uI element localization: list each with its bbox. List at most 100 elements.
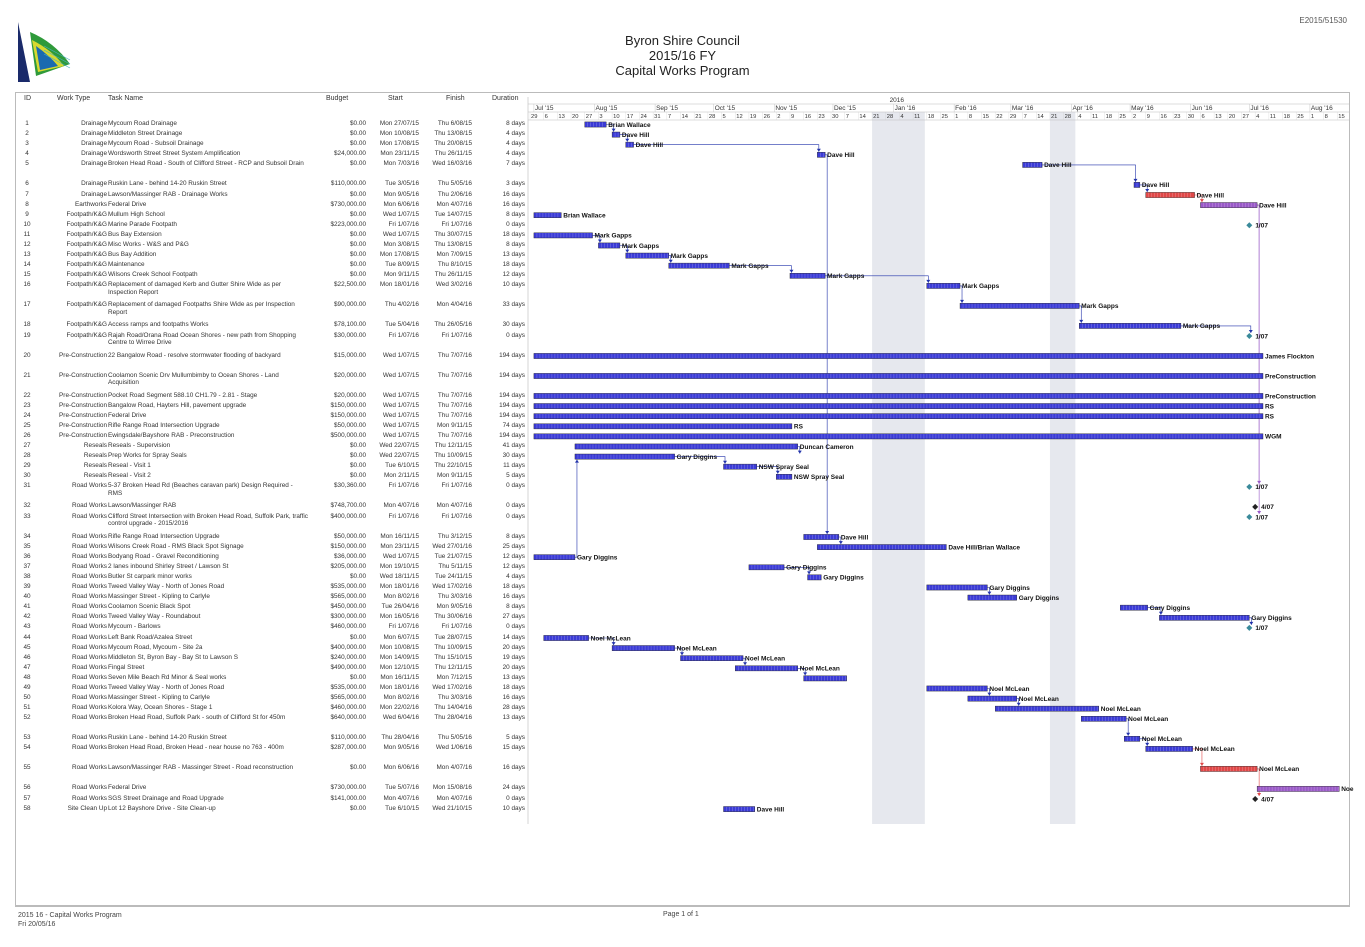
milestone-label: 1/07 [1255,514,1268,521]
footer-page: Page 1 of 1 [663,911,699,918]
footer-title: 2015 16 - Capital Works Program [18,912,122,919]
task-budget: $0.00 [350,241,366,248]
month-label: Jun '16 [1192,105,1213,112]
task-start: Wed 1/07/15 [382,391,419,399]
task-duration: 8 days [506,532,525,540]
task-work-type: Drainage [81,150,107,158]
task-finish: Thu 26/11/15 [434,150,472,158]
task-finish: Mon 7/09/15 [436,251,472,259]
resource-label: Gary Diggins [1150,605,1191,612]
day-label: 23 [1174,114,1180,120]
task-duration: 5 days [506,472,525,480]
task-start: Tue 6/10/15 [385,462,419,470]
task-budget: $287,000.00 [330,744,366,752]
dependency-arrow [803,672,808,676]
task-finish: Wed 21/10/15 [432,804,472,812]
holiday-band [1049,112,1076,824]
day-label: 31 [654,114,660,120]
task-budget: $460,000.00 [330,623,366,631]
resource-label: Brian Wallace [563,213,606,220]
task-duration: 4 days [506,572,525,580]
day-label: 28 [1065,114,1071,120]
task-work-type: Road Works [71,593,107,601]
task-work-type: Road Works [71,643,107,651]
task-bar-17 [959,303,1080,309]
task-duration: 20 days [502,643,525,651]
task-work-type: Pre-Construction [59,401,107,409]
task-start: Mon 6/06/16 [383,764,419,772]
dependency-arrow [668,259,673,263]
task-id: 11 [23,230,31,238]
task-work-type: Pre-Construction [59,351,107,359]
task-finish: Wed 1/06/16 [435,744,472,752]
resource-label: Gary Diggins [1019,595,1060,602]
task-id: 22 [23,391,31,399]
task-work-type: Road Works [71,603,107,611]
task-start: Fri 1/07/16 [388,331,419,339]
task-name: Federal Drive [108,200,147,208]
task-start: Tue 5/04/16 [385,321,419,329]
resource-label: Dave Hill [827,152,855,159]
dependency-arrow [625,249,630,253]
task-budget: $110,000.00 [330,180,366,188]
task-name: Wilsons Creek Road - RMS Black Spot Sign… [108,542,244,550]
gantt-bars: Brian Wallace Dave Hill Dave Hill Dave Hill… [533,121,1354,813]
task-budget: $240,000.00 [330,653,366,661]
task-bar-58 [723,806,755,812]
task-start: Mon 17/08/15 [379,251,419,259]
task-finish: Thu 13/08/15 [434,130,472,138]
header-task-name: Task Name [108,95,144,102]
task-name: Lot 12 Bayshore Drive - Site Clean-up [108,804,216,812]
resource-label: Mark Gapps [595,233,633,240]
resource-label: Gary Diggins [577,555,618,562]
task-duration: 16 days [502,190,525,198]
task-work-type: Footpath/K&G [66,230,108,238]
task-duration: 33 days [502,301,525,309]
task-id: 9 [25,210,29,218]
task-work-type: Footpath/K&G [66,281,108,289]
task-budget: $0.00 [350,472,366,480]
task-id: 34 [23,532,31,540]
day-label: 19 [750,114,756,120]
task-finish: Fri 1/07/16 [441,220,472,228]
task-budget: $0.00 [350,140,366,148]
task-work-type: Drainage [81,130,107,138]
task-finish: Tue 14/07/15 [434,210,472,218]
task-budget: $460,000.00 [330,704,366,712]
task-finish: Thu 13/08/15 [434,241,472,248]
task-start: Mon 18/01/16 [379,684,419,691]
task-bar-40 [967,594,1017,601]
day-label: 11 [914,114,920,120]
day-label: 22 [996,114,1002,120]
task-id: 20 [23,351,31,359]
task-id: 36 [23,552,31,560]
task-bar-39 [926,584,988,591]
holiday-band [872,112,925,824]
task-id: 35 [23,542,31,550]
task-work-type: Road Works [71,764,107,772]
task-duration: 0 days [506,331,525,339]
task-finish: Thu 26/11/15 [434,271,472,279]
task-work-type: Road Works [71,532,107,540]
task-duration: 16 days [502,764,525,772]
resource-label: Noel McLean [1019,696,1059,703]
dependency-arrow [1145,189,1150,192]
task-name: Coolamon Scenic Drv Mullumbimby to Ocean… [108,371,279,386]
task-start: Fri 1/07/16 [388,220,419,228]
task-id: 28 [23,452,31,460]
task-duration: 16 days [502,694,525,702]
dependency-arrow [574,459,579,463]
task-finish: Thu 8/10/15 [437,261,472,269]
month-label: Sep '15 [656,105,678,112]
task-duration: 19 days [502,653,525,661]
task-start: Wed 1/07/15 [382,431,419,439]
task-name: Fingal Street [108,663,145,671]
resource-label: Mark Gapps [1183,323,1221,330]
milestone-label: 1/07 [1255,223,1268,230]
dependency-arrow [625,138,630,142]
task-work-type: Earthworks [75,200,107,208]
task-duration: 20 days [502,663,525,671]
milestone-19 [1246,333,1253,339]
dependency-link [960,285,963,303]
